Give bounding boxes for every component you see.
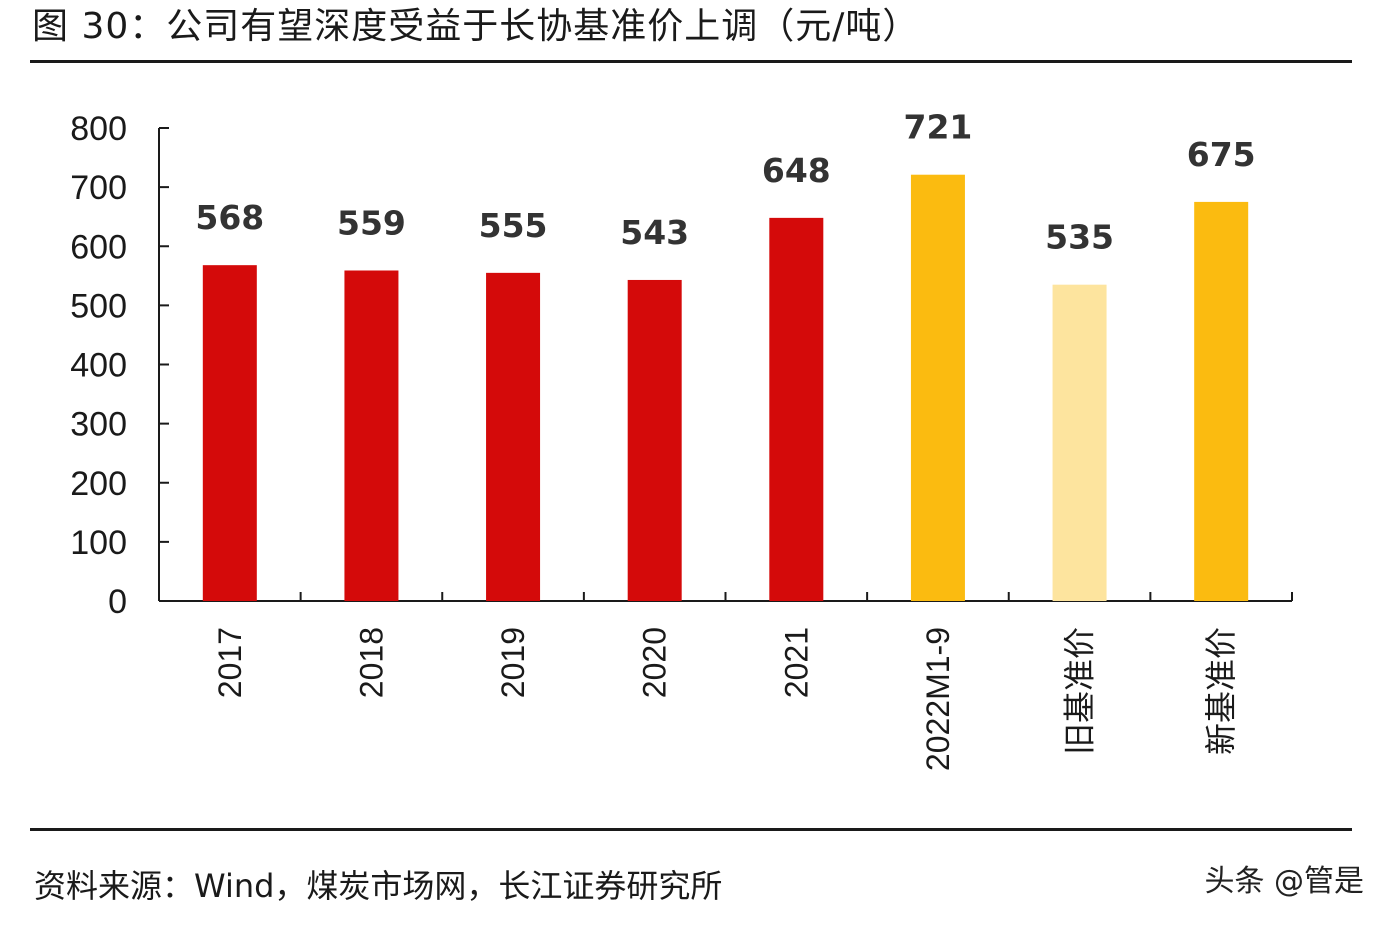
data-label-2019: 555 xyxy=(479,206,548,245)
data-label-2018: 559 xyxy=(337,203,406,242)
bar-2019 xyxy=(486,272,541,601)
category-label-2019: 2019 xyxy=(495,627,531,698)
chart-labels: 0 100 200 300 400 500 600 700 800 568 2017 559 2018 5… xyxy=(70,108,1255,771)
bar-2022M1-9 xyxy=(910,174,965,602)
bar-新基准价 xyxy=(1194,201,1249,601)
watermark: 头条 @管是 xyxy=(1204,864,1364,899)
data-label-2022M1-9: 721 xyxy=(903,108,972,147)
y-tick-label-300: 300 xyxy=(70,406,127,444)
category-label-2022M1-9: 2022M1-9 xyxy=(920,627,956,771)
data-label-2020: 543 xyxy=(620,213,689,252)
bar-2020 xyxy=(627,279,682,601)
footer-divider xyxy=(30,828,1352,831)
title-divider xyxy=(30,60,1352,63)
bar-2017 xyxy=(202,265,257,601)
category-label-新基准价: 新基准价 xyxy=(1203,627,1239,755)
category-label-2017: 2017 xyxy=(212,627,248,698)
data-label-2021: 648 xyxy=(762,151,831,190)
bar-旧基准价 xyxy=(1052,284,1107,601)
figure-title: 图 30：公司有望深度受益于长协基准价上调（元/吨） xyxy=(32,6,920,47)
category-label-旧基准价: 旧基准价 xyxy=(1062,627,1098,755)
data-label-2017: 568 xyxy=(195,198,264,237)
y-tick-label-100: 100 xyxy=(70,524,127,562)
y-tick-label-500: 500 xyxy=(70,287,127,325)
data-label-新基准价: 675 xyxy=(1187,135,1256,174)
chart-bars xyxy=(202,174,1249,602)
y-tick-label-200: 200 xyxy=(70,465,127,503)
data-label-旧基准价: 535 xyxy=(1045,218,1114,257)
source-note: 资料来源：Wind，煤炭市场网，长江证券研究所 xyxy=(34,867,723,905)
y-tick-label-600: 600 xyxy=(70,228,127,266)
y-tick-label-700: 700 xyxy=(70,169,127,207)
y-tick-label-800: 800 xyxy=(70,110,127,148)
bar-2021 xyxy=(769,217,824,601)
category-label-2021: 2021 xyxy=(778,627,814,698)
chart-axes xyxy=(158,127,1293,602)
category-label-2018: 2018 xyxy=(353,627,389,698)
bar-2018 xyxy=(344,270,399,601)
category-label-2020: 2020 xyxy=(637,627,673,698)
y-tick-label-400: 400 xyxy=(70,347,127,385)
y-tick-label-0: 0 xyxy=(108,583,127,621)
